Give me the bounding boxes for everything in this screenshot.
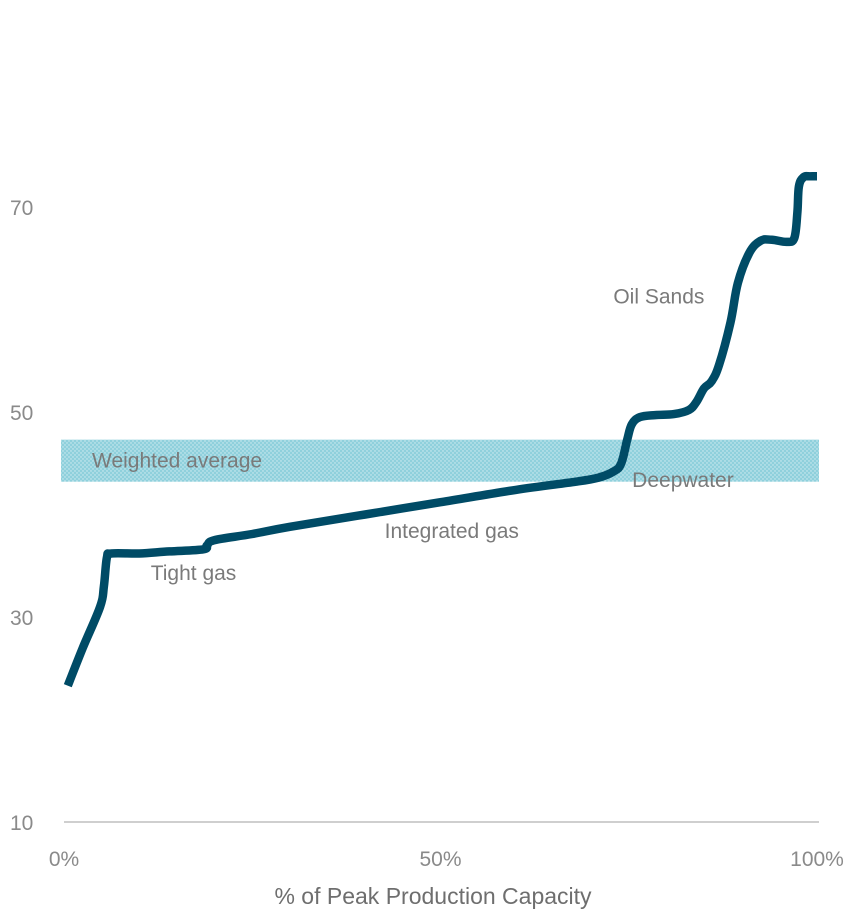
y-tick-label: 30 bbox=[10, 607, 33, 630]
segment-label: Deepwater bbox=[632, 469, 734, 492]
y-tick-label: 10 bbox=[10, 812, 33, 835]
y-tick-label: 50 bbox=[10, 402, 33, 425]
segment-label: Oil Sands bbox=[613, 285, 704, 308]
label-layer: Tight gas Integrated gas Deepwater Oil Sand… bbox=[151, 285, 734, 585]
weighted-average-label: Weighted average bbox=[92, 450, 262, 473]
segment-label: Tight gas bbox=[151, 562, 237, 585]
cost-curve-line bbox=[63, 171, 818, 688]
series-layer bbox=[63, 171, 818, 688]
x-tick-label: 100% bbox=[790, 848, 844, 871]
x-tick-label: 0% bbox=[49, 848, 79, 871]
x-tick-label: 50% bbox=[419, 848, 461, 871]
weighted-average-band bbox=[61, 439, 819, 482]
axis-layer: 0% 50% 100% 10 30 50 70 bbox=[10, 197, 844, 871]
weighted-average-band-layer: Weighted average bbox=[61, 439, 819, 482]
y-tick-label: 70 bbox=[10, 197, 33, 220]
segment-label: Integrated gas bbox=[385, 520, 519, 543]
x-axis-title: % of Peak Production Capacity bbox=[274, 883, 592, 909]
